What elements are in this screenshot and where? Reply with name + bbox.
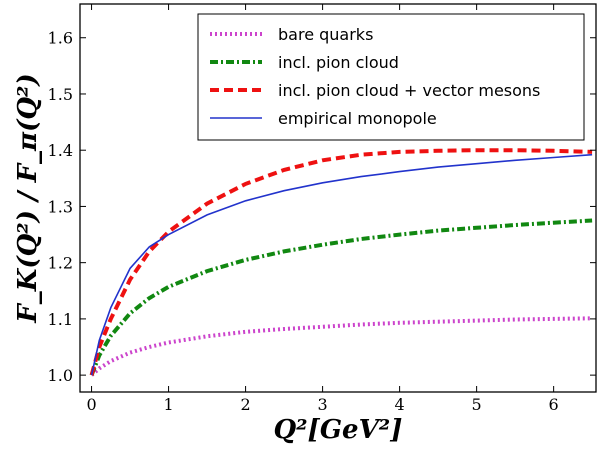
legend-label-3: empirical monopole — [278, 109, 437, 128]
y-tick-label: 1.0 — [48, 366, 73, 385]
x-tick-label: 2 — [240, 395, 250, 414]
series-line-3 — [90, 153, 593, 376]
x-tick-label: 0 — [86, 395, 96, 414]
x-tick-label: 6 — [549, 395, 559, 414]
plot-frame — [79, 3, 597, 393]
y-tick-label: 1.1 — [48, 310, 73, 329]
y-tick-label: 1.3 — [48, 197, 73, 216]
series-line-2 — [89, 148, 593, 376]
y-tick-label: 1.2 — [48, 254, 73, 273]
axis-ticks: 0 1 2 3 4 5 6 1.0 1.1 1.2 1.3 1.4 1.5 1.6 — [48, 4, 596, 414]
y-tick-label: 1.5 — [48, 85, 73, 104]
y-tick-label: 1.4 — [48, 141, 73, 160]
series-line-1 — [89, 218, 593, 376]
legend-label-0: bare quarks — [278, 25, 373, 44]
x-axis-label: Q²[GeV²] — [274, 415, 403, 445]
legend-label-1: incl. pion cloud — [278, 53, 399, 72]
x-tick-label: 4 — [395, 395, 405, 414]
legend-box — [197, 13, 585, 141]
series-lines — [89, 148, 593, 377]
x-tick-label: 5 — [472, 395, 482, 414]
legend-label-2: incl. pion cloud + vector mesons — [278, 81, 540, 100]
legend: bare quarks incl. pion cloud incl. pion cl… — [197, 13, 585, 141]
x-tick-label: 3 — [318, 395, 328, 414]
x-tick-label: 1 — [163, 395, 173, 414]
y-axis-label: F_K(Q²) / F_π(Q²) — [13, 73, 43, 323]
y-tick-label: 1.6 — [48, 29, 73, 48]
series-line-0 — [90, 316, 593, 377]
